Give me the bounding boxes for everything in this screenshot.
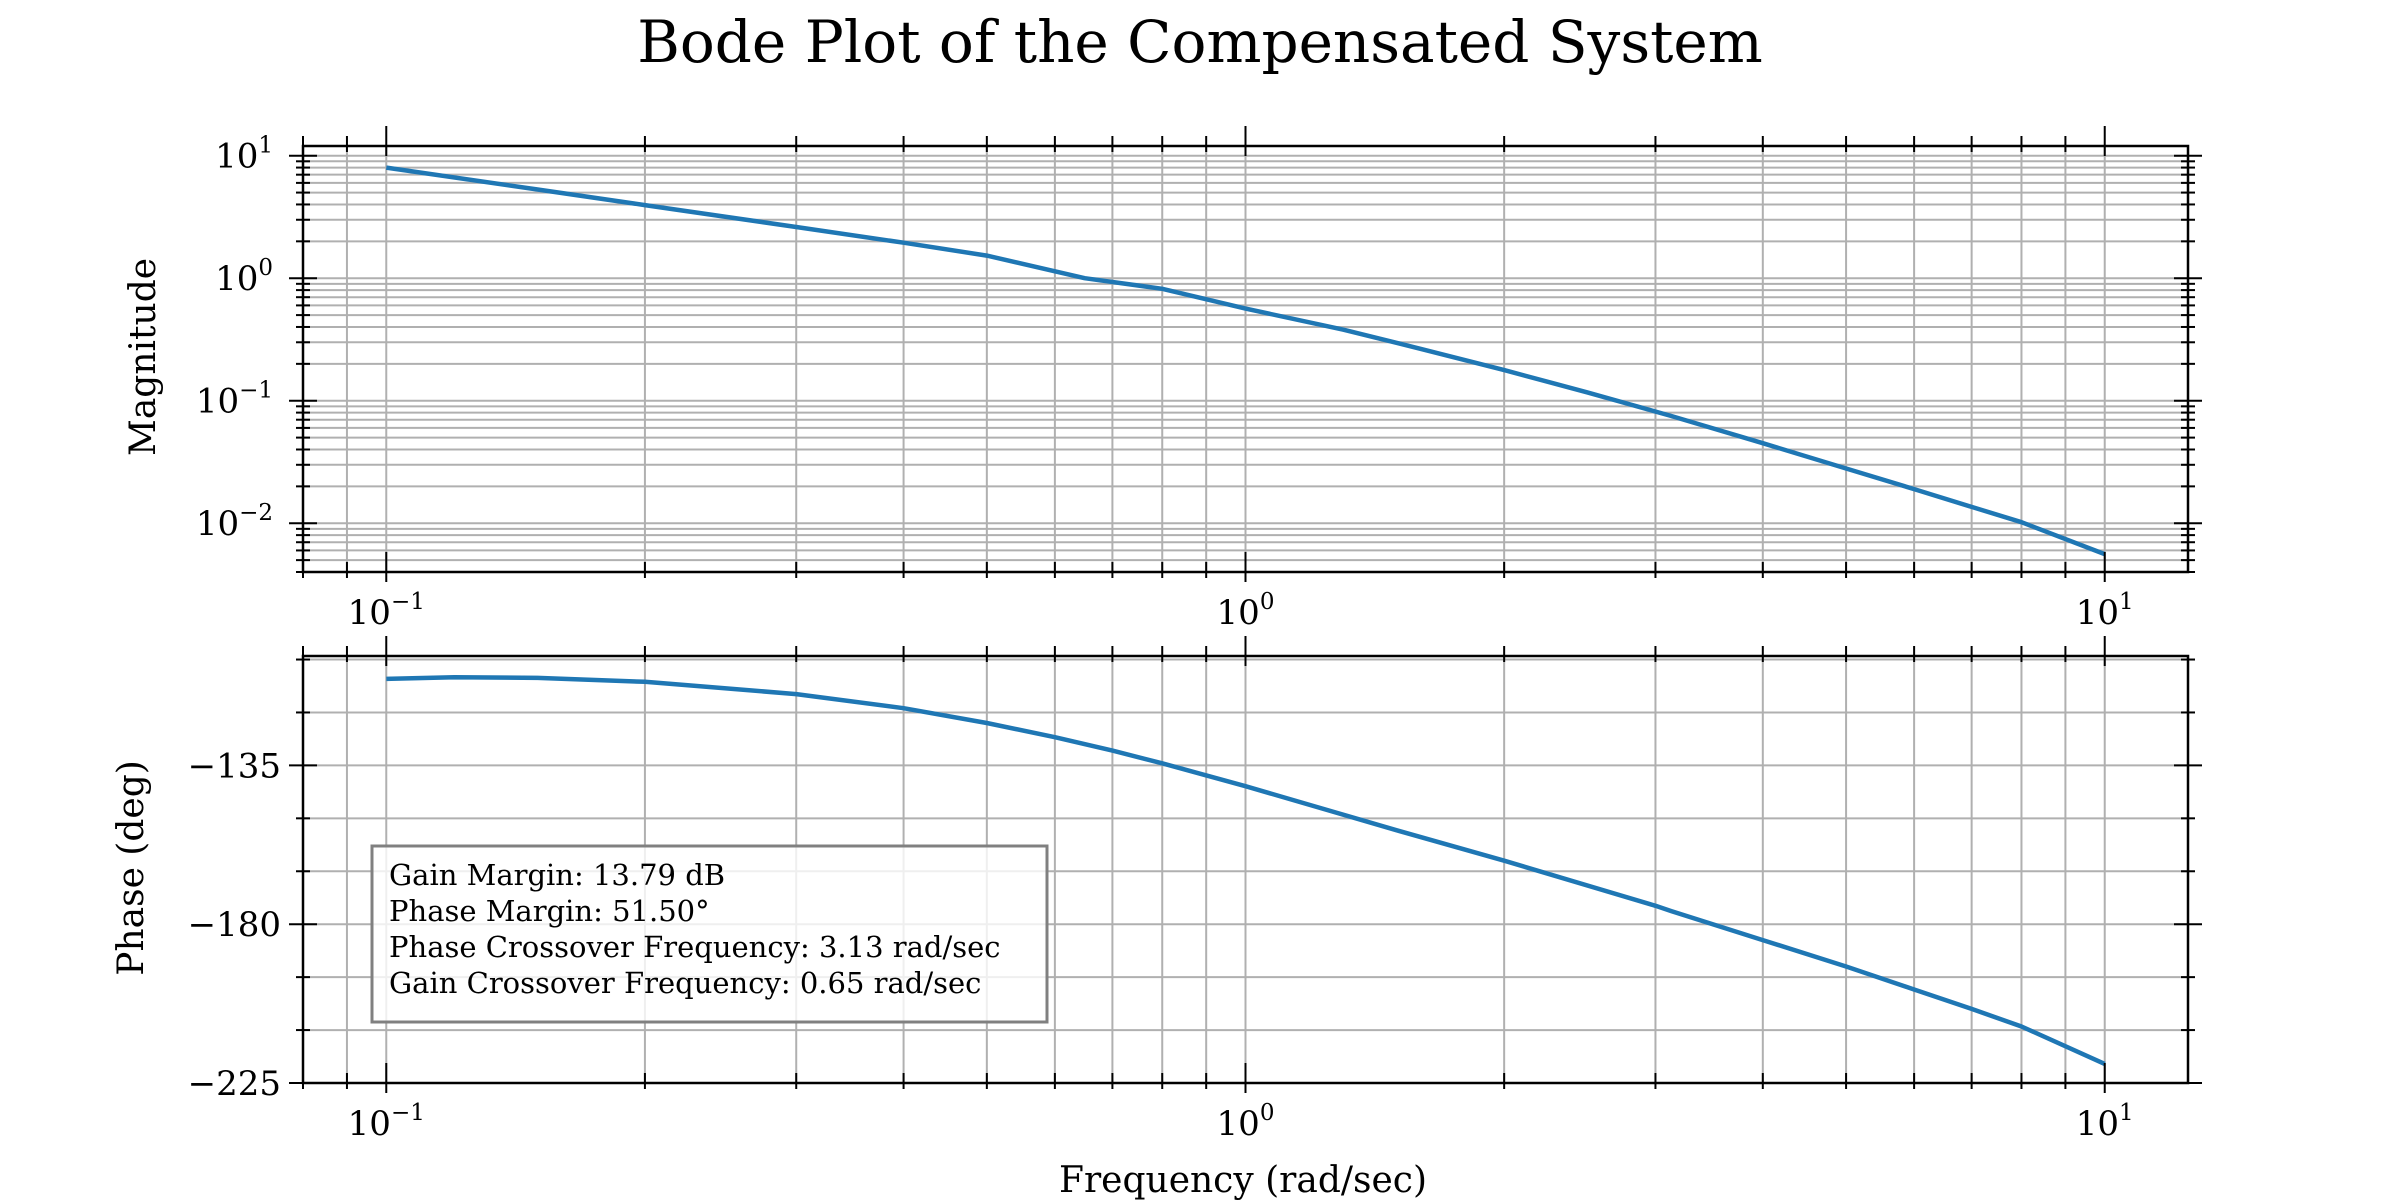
x-tick-label: 10−1 <box>348 589 425 633</box>
grid-lines <box>302 146 2188 573</box>
y-tick-label: 100 <box>215 255 273 299</box>
annotation-box <box>370 844 1049 1024</box>
annotation-line: Phase Margin: 51.50° <box>389 894 710 928</box>
y-tick-label: 10−2 <box>196 500 273 544</box>
tick-marks <box>289 126 2202 582</box>
magnitude-curve <box>385 165 2106 557</box>
x-axis-label: Frequency (rad/sec) <box>1059 1160 1427 1200</box>
y-tick-label: 101 <box>215 133 273 177</box>
annotation-line: Phase Crossover Frequency: 3.13 rad/sec <box>389 930 1001 964</box>
annotation-line: Gain Crossover Frequency: 0.65 rad/sec <box>389 966 981 1000</box>
y-tick-label: −135 <box>188 746 281 786</box>
x-tick-label: 100 <box>1217 589 1275 633</box>
x-tick-label: 101 <box>2076 589 2134 633</box>
y-tick-label: 10−1 <box>196 378 273 422</box>
x-tick-label: 101 <box>2076 1100 2134 1144</box>
annotation-line: Gain Margin: 13.79 dB <box>389 858 725 892</box>
phase-panel: 10−1 100 101 −135 −180 −225 Gain Margin: 13.79… <box>188 636 2202 1144</box>
phase-curve <box>386 674 2106 1066</box>
chart-title: Bode Plot of the Compensated System <box>637 8 1762 76</box>
tick-marks <box>289 636 2202 1093</box>
phase-axis-label: Phase (deg) <box>111 760 152 976</box>
magnitude-panel: 10−1 100 101 101 100 10−1 10−2 <box>196 126 2202 633</box>
y-tick-label: −180 <box>188 905 281 945</box>
y-tick-label: −225 <box>188 1064 281 1104</box>
x-tick-label: 100 <box>1217 1100 1275 1144</box>
magnitude-axis-label: Magnitude <box>123 258 164 456</box>
x-tick-label: 10−1 <box>348 1100 425 1144</box>
